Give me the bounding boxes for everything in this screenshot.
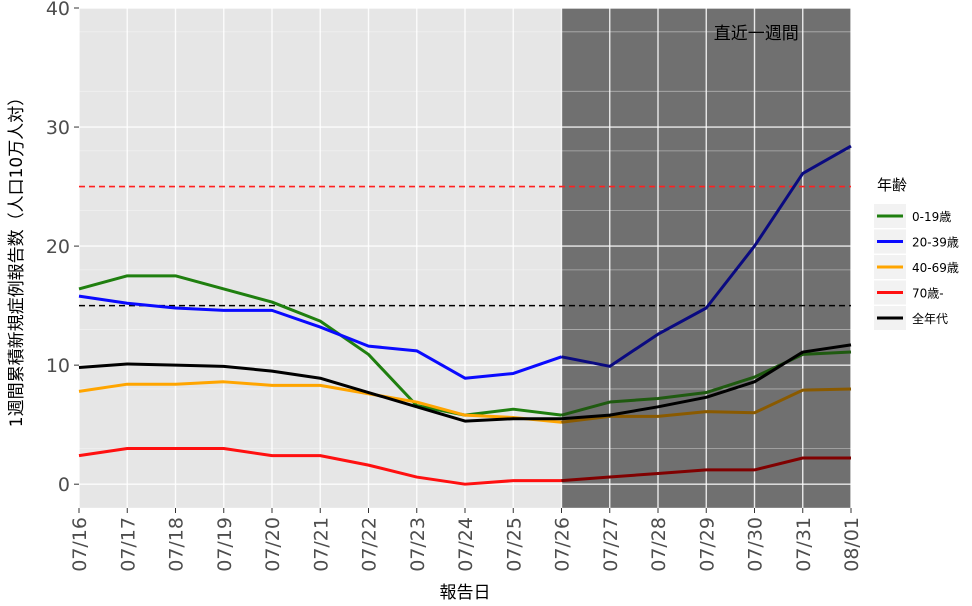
series-line-recent xyxy=(561,350,852,417)
x-tick-label: 07/27 xyxy=(600,517,622,572)
axes: 0 10 20 30 40 07/16 07/17 07/18 07/19 07/20 07/21 0… xyxy=(46,0,863,572)
series-line xyxy=(78,362,562,423)
legend-label: 40-69歳 xyxy=(912,261,959,275)
series-line xyxy=(78,446,562,486)
series-line-recent xyxy=(561,456,851,483)
plot-panel xyxy=(78,7,852,509)
shaded-region-label: 直近一週間 xyxy=(714,24,799,44)
x-tick-label: 07/20 xyxy=(262,517,284,572)
series-line-recent xyxy=(561,343,852,421)
x-tick-label: 07/31 xyxy=(793,517,815,572)
x-tick-label: 08/01 xyxy=(841,517,863,572)
series-line xyxy=(78,274,562,417)
x-tick-label: 07/28 xyxy=(648,517,670,572)
x-tick-label: 07/22 xyxy=(359,517,381,572)
series-全年代 xyxy=(78,343,852,423)
x-tick-label: 07/21 xyxy=(310,517,332,572)
y-tick-label: 0 xyxy=(58,474,70,496)
x-tick-label: 07/18 xyxy=(166,517,188,572)
series-line xyxy=(78,294,562,380)
legend-label: 70歳- xyxy=(912,287,944,301)
y-tick-label: 40 xyxy=(46,0,70,20)
y-tick-label: 30 xyxy=(46,117,70,139)
legend: 年齢 0-19歳 20-39歳 40-69歳 70歳- 全年代 xyxy=(874,176,959,330)
y-tick-label: 10 xyxy=(46,355,70,377)
legend-label: 全年代 xyxy=(912,311,948,326)
legend-label: 20-39歳 xyxy=(912,236,959,250)
x-tick-label: 07/25 xyxy=(503,517,525,572)
x-tick-label: 07/26 xyxy=(552,517,574,572)
legend-title: 年齢 xyxy=(877,176,907,194)
series-20-39歳 xyxy=(78,144,852,380)
series-line xyxy=(78,380,562,424)
x-tick-label: 07/17 xyxy=(117,517,139,572)
series-layer xyxy=(78,144,852,486)
x-tick-label: 07/29 xyxy=(696,517,718,572)
x-tick-label: 07/16 xyxy=(69,517,91,572)
y-axis-title: 1週間累積新規症例報告数（人口10万人対） xyxy=(7,89,27,427)
x-tick-label: 07/23 xyxy=(407,517,429,572)
series-line-recent xyxy=(561,144,852,368)
legend-label: 0-19歳 xyxy=(912,210,951,224)
x-axis-title: 報告日 xyxy=(440,583,491,603)
series-0-19歳 xyxy=(78,274,852,417)
x-tick-label: 07/19 xyxy=(214,517,236,572)
x-tick-label: 07/24 xyxy=(455,517,477,572)
x-tick-label: 07/30 xyxy=(745,517,767,572)
series-70歳- xyxy=(78,446,851,486)
y-tick-label: 20 xyxy=(46,236,70,258)
